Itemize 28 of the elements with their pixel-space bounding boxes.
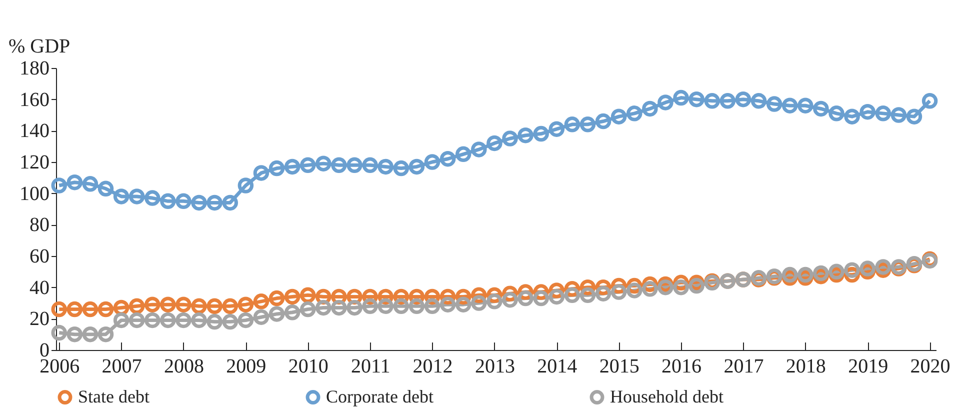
x-tick-label: 2006: [40, 356, 80, 378]
y-tick-label: 180: [20, 58, 50, 80]
y-tick-label: 20: [30, 308, 50, 330]
y-tick-label: 100: [20, 182, 50, 205]
x-tick-label: 2020: [910, 356, 950, 378]
x-tick-label: 2010: [288, 356, 328, 378]
x-tick-label: 2011: [350, 356, 390, 378]
legend-label: Corporate debt: [326, 386, 434, 406]
x-tick-label: 2008: [164, 356, 204, 378]
legend-label: State debt: [78, 386, 150, 406]
x-tick-label: 2017: [724, 356, 764, 378]
legend-label: Household debt: [610, 386, 724, 406]
x-tick-label: 2018: [786, 356, 826, 378]
y-tick-label: 140: [20, 120, 50, 142]
x-tick-label: 2007: [102, 356, 142, 378]
y-tick-label: 120: [20, 152, 50, 174]
x-tick-label: 2012: [412, 356, 453, 378]
y-tick-label: 80: [30, 214, 50, 236]
y-tick-label: 40: [30, 276, 50, 299]
x-tick-label: 2016: [662, 356, 702, 378]
y-tick-label: 60: [30, 246, 50, 268]
x-tick-label: 2009: [226, 356, 266, 378]
y-axis-title: % GDP: [8, 36, 70, 58]
y-tick-label: 160: [20, 88, 50, 111]
x-tick-label: 2019: [848, 356, 888, 378]
x-tick-label: 2015: [599, 356, 640, 378]
x-tick-label: 2014: [537, 356, 578, 378]
x-tick-label: 2013: [474, 356, 515, 378]
